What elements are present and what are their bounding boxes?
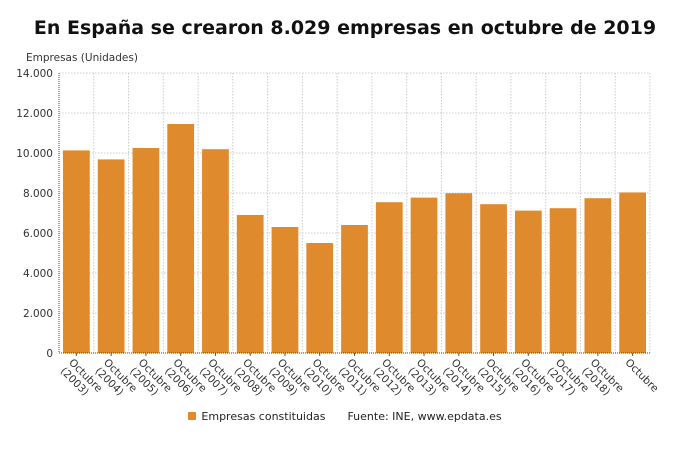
x-tick-label: Octubre [622,357,660,395]
y-tick-label: 8.000 [23,188,53,200]
bar [167,124,195,353]
bar [619,192,646,353]
y-tick-label: 4.000 [23,268,53,280]
bar [410,197,438,353]
y-tick-label: 14.000 [16,68,53,80]
bar [549,208,577,353]
chart-title: En España se crearon 8.029 empresas en o… [33,17,657,39]
x-tick-label: Octubre(2014) [440,357,487,404]
bar [236,215,264,353]
legend-swatch [188,412,197,420]
legend-label: Empresas constituidas [201,410,326,423]
bar [202,149,229,353]
x-tick-label: Octubre(2004) [93,357,140,404]
bar [271,227,299,353]
x-tick-label: Octubre(2003) [58,357,105,404]
bar [445,193,473,353]
source-note: Fuente: INE, www.epdata.es [347,410,502,423]
x-tick-label: Octubre(2017) [544,357,591,404]
x-tick-label: Octubre(2006) [162,357,209,404]
y-tick-label: 0 [46,348,53,360]
y-tick-label: 12.000 [16,108,53,120]
x-tick-label: Octubre(2005) [127,357,174,404]
x-tick-label: Octubre(2010) [301,357,348,404]
bar [63,150,90,353]
x-tick-label: Octubre(2011) [336,357,383,404]
legend: Empresas constituidas Fuente: INE, www.ep… [0,410,690,423]
bar [341,225,368,353]
bar [584,198,612,353]
y-tick-label: 2.000 [23,308,53,320]
x-tick-label: Octubre(2013) [405,357,452,404]
y-tick-label: 6.000 [23,228,53,240]
y-tick-label: 10.000 [16,148,53,160]
x-tick-label: Octubre(2015) [475,357,522,404]
bar [97,159,125,353]
bar [132,148,160,353]
x-tick-label: Octubre(2008) [232,357,279,404]
x-tick-label: Octubre(2018) [579,357,626,404]
x-tick-label: Octubre(2009) [266,357,313,404]
x-tick-label: Octubre(2016) [510,357,557,404]
x-tick-label: Octubre(2007) [197,357,244,404]
bar [514,210,542,353]
y-axis-label: Empresas (Unidades) [26,52,138,64]
bar [480,204,507,353]
bar [306,243,334,353]
bar [375,202,403,353]
x-tick-label: Octubre(2012) [371,357,418,404]
